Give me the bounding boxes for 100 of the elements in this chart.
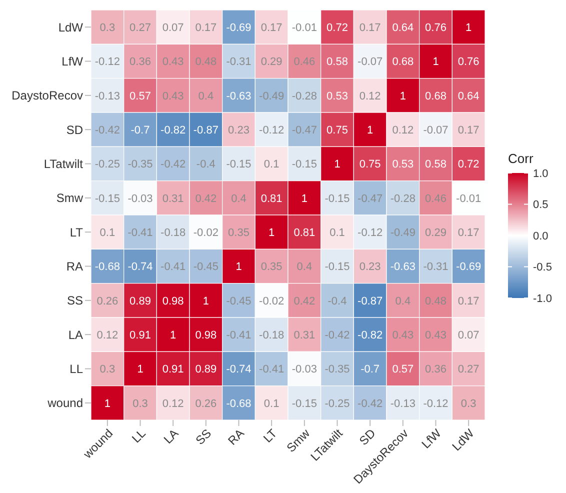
y-tick-label: LL [70, 362, 84, 376]
data-label: 0.12 [162, 398, 184, 410]
color-bar-label: -0.5 [533, 262, 552, 274]
data-label: -0.15 [292, 398, 317, 410]
data-label: 1 [236, 261, 242, 274]
data-label: -0.42 [324, 329, 350, 342]
data-label: 0.12 [359, 90, 381, 102]
data-label: -0.12 [423, 398, 448, 410]
y-tick-label: wound [46, 396, 83, 410]
data-label: -0.4 [328, 295, 347, 308]
data-label: 0.57 [392, 364, 414, 376]
data-label: 0.42 [195, 192, 217, 205]
data-label: 0.75 [326, 124, 348, 136]
x-tick-label: SS [192, 426, 214, 448]
data-label: -0.18 [160, 226, 186, 239]
data-label: -0.12 [259, 124, 284, 136]
data-label: 0.17 [359, 22, 381, 34]
data-label: -0.13 [390, 398, 416, 410]
data-label: -0.42 [358, 398, 383, 410]
data-label: 0.64 [392, 22, 414, 34]
data-label: 1 [334, 158, 340, 171]
y-tick-label: RA [66, 260, 83, 274]
data-label: -0.49 [390, 226, 416, 239]
y-tick-label: LTatwilt [44, 157, 84, 172]
data-label: 0.3 [100, 364, 116, 376]
data-label: -0.15 [324, 192, 350, 205]
data-label: 1 [170, 329, 176, 342]
data-label: 1 [301, 192, 308, 205]
data-label: -0.15 [324, 261, 350, 274]
data-label: -0.4 [196, 158, 216, 171]
data-label: 1 [202, 295, 209, 308]
data-label: 0.81 [260, 192, 282, 205]
data-label: 0.89 [195, 364, 217, 376]
data-label: 0.4 [198, 90, 214, 102]
data-label: -0.7 [130, 124, 150, 136]
data-label: -0.28 [292, 90, 317, 102]
data-label: 0.27 [130, 22, 151, 34]
y-tick-label: LA [68, 328, 83, 342]
data-label: 0.57 [130, 90, 151, 102]
data-label: -0.41 [160, 261, 186, 274]
data-label: 0.58 [425, 158, 446, 171]
data-label: -0.15 [292, 158, 317, 171]
data-label: -0.69 [226, 22, 252, 34]
data-label: -0.69 [456, 261, 482, 274]
data-label: 0.68 [425, 90, 446, 102]
data-label: -0.03 [292, 364, 317, 376]
data-label: -0.31 [226, 56, 252, 68]
data-label: -0.01 [456, 192, 482, 205]
data-label: -0.45 [226, 295, 252, 308]
color-bar-label: 1.0 [533, 168, 548, 180]
data-label: 0.89 [130, 295, 151, 308]
data-label: -0.82 [358, 329, 383, 342]
data-label: 0.1 [264, 398, 280, 410]
data-label: 1 [104, 398, 110, 410]
data-label: -0.12 [94, 56, 120, 68]
data-label: 0.53 [392, 158, 414, 171]
data-label: 0.43 [162, 56, 184, 68]
data-label: 0.27 [458, 364, 480, 376]
data-label: 0.17 [195, 22, 217, 34]
data-label: 0.1 [330, 226, 345, 239]
data-label: 0.26 [96, 295, 118, 308]
data-label: -0.82 [160, 124, 186, 136]
data-label: -0.74 [128, 261, 153, 274]
y-tick-label: LdW [58, 20, 84, 34]
data-label: 0.43 [392, 329, 414, 342]
data-label: 0.98 [195, 329, 217, 342]
data-label: 0.76 [425, 22, 446, 34]
data-label: 0.31 [162, 192, 184, 205]
data-label: 0.72 [458, 158, 480, 171]
data-label: -0.63 [390, 261, 416, 274]
data-label: 0.46 [294, 56, 316, 68]
data-label: 0.64 [458, 90, 480, 102]
data-label: 0.12 [392, 124, 414, 136]
data-label: 0.4 [296, 261, 312, 274]
data-label: -0.18 [259, 329, 284, 342]
data-label: -0.35 [324, 364, 350, 376]
data-label: -0.41 [226, 329, 252, 342]
data-label: -0.01 [292, 22, 317, 34]
data-label: -0.25 [324, 398, 350, 410]
data-label: 0.17 [458, 226, 480, 239]
y-tick-label: Smw [56, 191, 84, 206]
data-label: 0.43 [162, 90, 184, 102]
color-bar-label: 0.0 [533, 230, 548, 242]
data-label: 0.07 [162, 22, 184, 34]
data-label: 0.58 [326, 56, 348, 68]
data-label: 0.72 [326, 22, 348, 34]
data-label: -0.07 [358, 56, 383, 68]
data-label: -0.68 [94, 261, 120, 274]
x-tick-label: LA [160, 426, 182, 447]
data-label: 0.3 [132, 398, 148, 410]
data-label: -0.45 [193, 261, 218, 274]
data-label: 0.26 [195, 398, 217, 410]
data-label: 0.48 [425, 295, 446, 308]
data-label: 0.4 [395, 295, 411, 308]
data-label: 0.17 [260, 22, 282, 34]
data-label: 0.12 [96, 329, 118, 342]
data-label: 0.75 [359, 158, 381, 171]
y-tick-label: SD [66, 122, 84, 137]
y-tick-label: SS [66, 294, 83, 308]
data-label: 0.91 [162, 364, 184, 376]
